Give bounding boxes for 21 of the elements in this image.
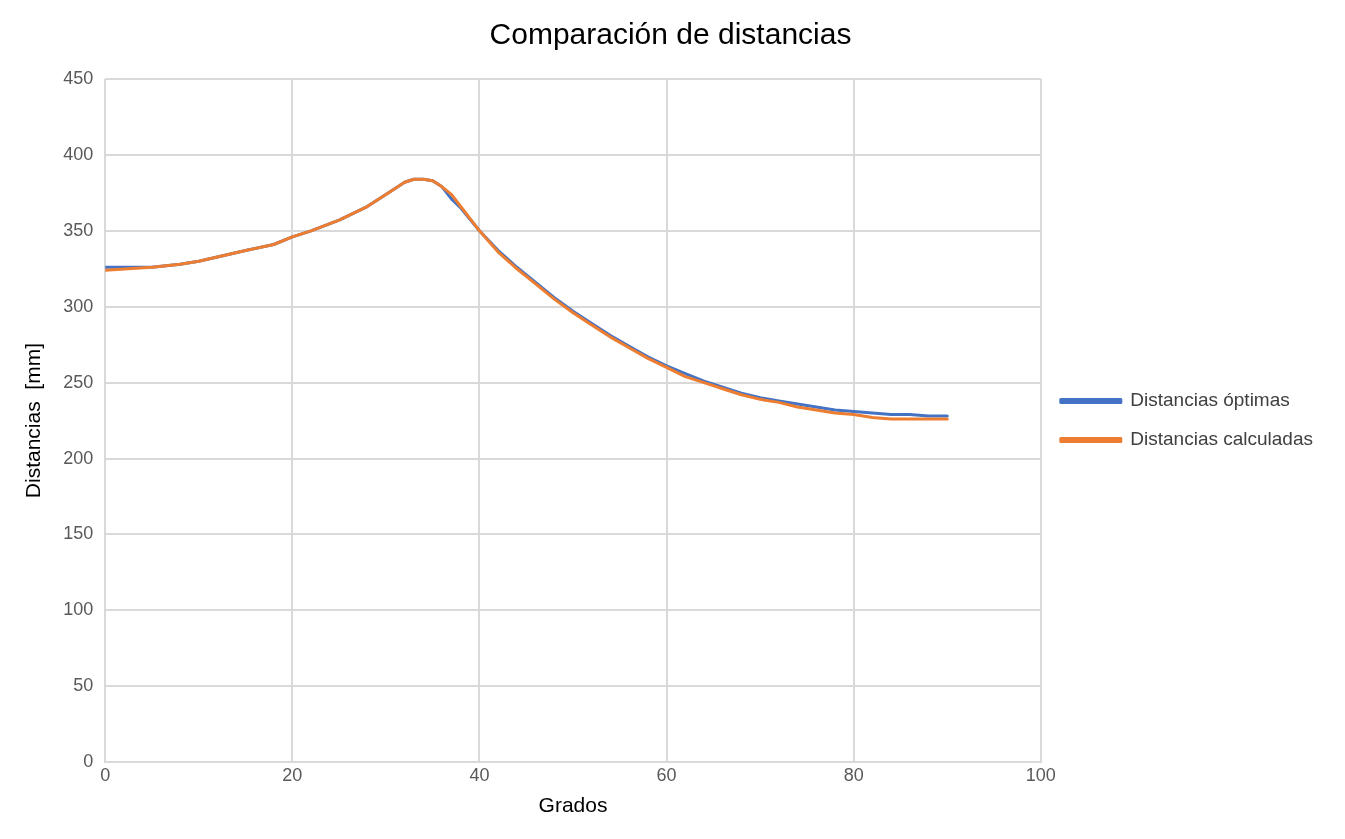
y-tick-label: 0 xyxy=(83,751,94,772)
legend-label: Distancias calculadas xyxy=(1130,428,1313,450)
x-tick-label: 60 xyxy=(656,764,677,785)
x-tick-label: 0 xyxy=(100,764,111,785)
x-axis-title: Grados xyxy=(538,793,608,817)
y-tick-label: 250 xyxy=(63,371,94,392)
y-tick-label: 200 xyxy=(63,447,94,468)
legend-label: Distancias óptimas xyxy=(1130,389,1290,411)
y-tick-label: 50 xyxy=(73,675,94,696)
y-tick-label: 350 xyxy=(63,219,94,240)
y-axis-title: Distancias [mm] xyxy=(21,343,45,499)
x-tick-label: 80 xyxy=(843,764,864,785)
y-tick-label: 450 xyxy=(63,67,94,88)
y-tick-label: 400 xyxy=(63,143,94,164)
y-tick-label: 150 xyxy=(63,523,94,544)
y-tick-label: 300 xyxy=(63,295,94,316)
x-tick-label: 20 xyxy=(282,764,303,785)
x-tick-label: 100 xyxy=(1025,764,1056,785)
y-tick-label: 100 xyxy=(63,599,94,620)
x-tick-label: 40 xyxy=(469,764,490,785)
chart-title: Comparación de distancias xyxy=(489,17,852,51)
